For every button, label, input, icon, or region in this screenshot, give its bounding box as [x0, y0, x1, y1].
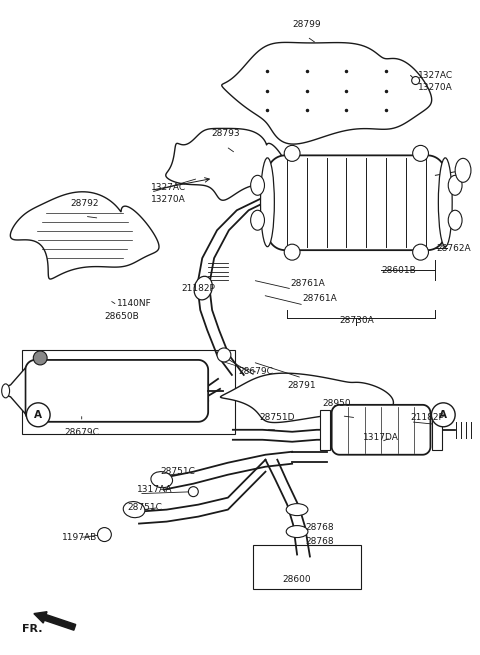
Text: 21182P: 21182P	[181, 284, 215, 293]
Ellipse shape	[448, 176, 462, 195]
Text: 1327AC: 1327AC	[151, 183, 186, 192]
Text: 1317DA: 1317DA	[363, 433, 399, 442]
Circle shape	[412, 77, 420, 84]
Polygon shape	[220, 373, 394, 422]
Text: 28950: 28950	[322, 399, 351, 408]
Circle shape	[189, 487, 198, 496]
Circle shape	[284, 145, 300, 161]
Text: 13270A: 13270A	[418, 83, 452, 92]
Ellipse shape	[448, 210, 462, 230]
Text: 28679C: 28679C	[238, 367, 273, 377]
Circle shape	[217, 348, 231, 362]
Text: 28761A: 28761A	[302, 293, 337, 303]
Ellipse shape	[251, 176, 264, 195]
Text: 28793: 28793	[212, 130, 240, 138]
Ellipse shape	[2, 384, 10, 398]
Ellipse shape	[151, 472, 172, 488]
Circle shape	[26, 403, 50, 427]
Ellipse shape	[261, 158, 275, 247]
Text: A: A	[34, 410, 42, 420]
Polygon shape	[6, 368, 25, 414]
Polygon shape	[332, 405, 431, 455]
Polygon shape	[11, 192, 159, 279]
Text: 28762A: 28762A	[436, 244, 471, 253]
Text: 28751C: 28751C	[127, 503, 162, 512]
Text: 28600: 28600	[283, 575, 312, 584]
Polygon shape	[222, 43, 432, 144]
Text: 28601B: 28601B	[381, 266, 416, 274]
Circle shape	[284, 244, 300, 260]
Bar	[432, 410, 442, 450]
Text: 28791: 28791	[288, 381, 316, 390]
Text: FR.: FR.	[23, 624, 43, 634]
Text: 28679C: 28679C	[64, 428, 99, 437]
Ellipse shape	[251, 210, 264, 230]
Ellipse shape	[455, 159, 471, 182]
Text: 21182P: 21182P	[411, 413, 444, 422]
Circle shape	[413, 145, 429, 161]
Text: 1327AC: 1327AC	[418, 71, 453, 80]
Text: 28751C: 28751C	[161, 467, 196, 476]
Circle shape	[413, 244, 429, 260]
Polygon shape	[267, 155, 445, 250]
Circle shape	[33, 351, 47, 365]
Bar	[320, 410, 330, 450]
Ellipse shape	[123, 502, 145, 517]
Circle shape	[97, 527, 111, 542]
Text: 28761A: 28761A	[290, 278, 325, 288]
FancyArrow shape	[34, 612, 76, 630]
Text: 13270A: 13270A	[151, 195, 186, 204]
Polygon shape	[166, 128, 288, 200]
Text: 28730A: 28730A	[339, 316, 374, 324]
Ellipse shape	[194, 276, 212, 300]
Ellipse shape	[286, 504, 308, 515]
Bar	[252, 544, 361, 590]
Text: A: A	[439, 410, 447, 420]
Bar	[23, 350, 235, 434]
Text: 1317AA: 1317AA	[137, 485, 172, 494]
Text: 28792: 28792	[71, 199, 99, 208]
Circle shape	[432, 403, 455, 427]
Ellipse shape	[286, 525, 308, 538]
Polygon shape	[25, 360, 208, 422]
Text: 28799: 28799	[293, 20, 321, 29]
Text: 1140NF: 1140NF	[117, 299, 152, 308]
Text: 28768: 28768	[305, 537, 334, 546]
Text: 1197AB: 1197AB	[62, 533, 97, 542]
Text: 28751D: 28751D	[260, 413, 295, 422]
Ellipse shape	[438, 158, 452, 247]
Text: 28768: 28768	[305, 523, 334, 532]
Text: 28650B: 28650B	[105, 312, 139, 320]
